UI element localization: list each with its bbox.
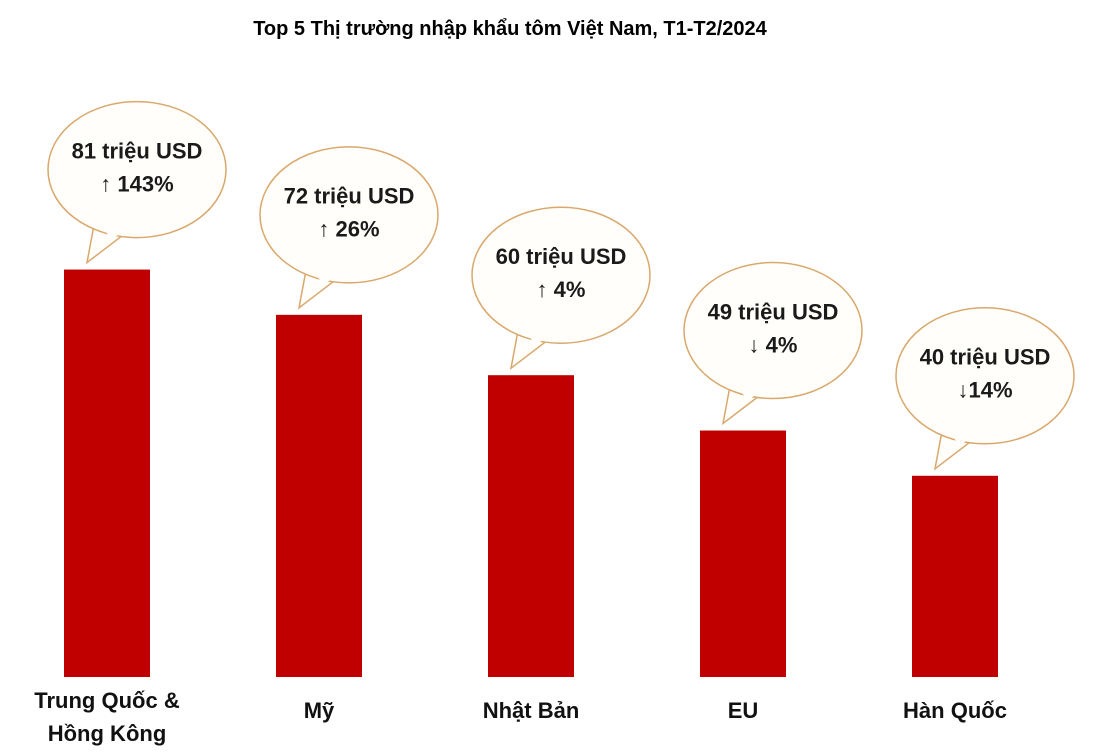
bubble-tail-cover bbox=[97, 217, 123, 240]
bubble bbox=[683, 261, 863, 400]
x-tick-label: Nhật Bản bbox=[482, 698, 580, 723]
bubble bbox=[259, 146, 439, 284]
bar bbox=[276, 314, 362, 677]
value-label: 81 triệu USD bbox=[72, 138, 203, 163]
chart-title: Top 5 Thị trường nhập khẩu tôm Việt Nam,… bbox=[253, 18, 767, 40]
change-label: ↑ 26% bbox=[318, 217, 379, 242]
value-label: 72 triệu USD bbox=[284, 184, 415, 209]
x-tick-label: EU bbox=[727, 698, 759, 723]
bubble bbox=[895, 307, 1075, 445]
bubble bbox=[47, 100, 227, 239]
value-label: 40 triệu USD bbox=[920, 345, 1051, 370]
bubble-tail-cover bbox=[733, 378, 759, 401]
bubble-tail-cover bbox=[521, 323, 547, 346]
change-label: ↑ 4% bbox=[537, 277, 586, 302]
x-tick-label: Mỹ bbox=[303, 698, 335, 723]
x-tick-label: Trung Quốc & Hồng Kông bbox=[34, 688, 180, 746]
value-label: 49 triệu USD bbox=[708, 299, 839, 324]
bar bbox=[700, 430, 786, 677]
bar bbox=[488, 375, 574, 677]
value-label: 60 triệu USD bbox=[496, 244, 627, 269]
bar bbox=[912, 475, 998, 677]
bubble-tail-cover bbox=[309, 262, 335, 285]
bubble bbox=[471, 206, 651, 344]
x-tick-label: Hàn Quốc bbox=[903, 698, 1007, 723]
change-label: ↑ 143% bbox=[100, 171, 173, 196]
change-label: ↓14% bbox=[957, 378, 1012, 403]
bubble-tail-cover bbox=[945, 423, 971, 446]
bar bbox=[64, 269, 150, 677]
change-label: ↓ 4% bbox=[749, 332, 798, 357]
